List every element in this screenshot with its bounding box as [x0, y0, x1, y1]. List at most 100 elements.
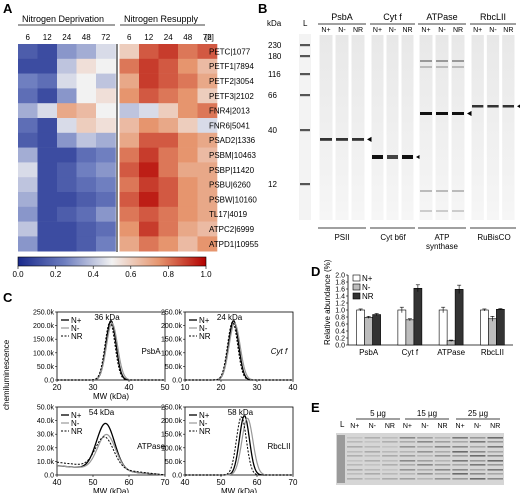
gel-lane: [435, 35, 449, 220]
group-label-deprivation: Nitrogen Deprivation: [22, 14, 104, 24]
x-tick-label: 30: [253, 383, 262, 392]
gel-band: [434, 473, 451, 475]
plot-frame: [184, 311, 294, 381]
bar-y-tick-label: 0.8: [335, 315, 345, 322]
heatmap-cell: [139, 103, 159, 119]
legend-label: N+: [71, 316, 82, 325]
protein-label: PsbA: [141, 347, 161, 356]
gel-image: [336, 433, 504, 485]
heatmap-cell: [158, 192, 179, 208]
heatmap-cell: [178, 192, 198, 208]
gel-lane: [351, 35, 365, 220]
time-unit-label: [h]: [205, 33, 214, 42]
x-tick-label: 70: [289, 478, 298, 487]
heatmap-cell: [139, 58, 159, 74]
gel-band: [469, 437, 486, 439]
bar-category-label: ATPase: [437, 348, 465, 357]
lane-label: NR: [385, 423, 395, 430]
gel-band: [417, 473, 433, 475]
gel-band: [320, 138, 332, 141]
y-tick-label: 250.0k: [33, 310, 55, 317]
gel-band: [382, 437, 398, 439]
electropherogram-curve: [56, 436, 166, 476]
heatmap-cell: [158, 103, 179, 119]
bar: [454, 289, 464, 346]
x-tick-label: 50: [161, 383, 170, 392]
gene-label: FNR4|2013: [209, 107, 250, 116]
heatmap-cell: [18, 192, 38, 208]
heatmap-cell: [178, 103, 198, 119]
peak-title: 54 kDa: [89, 408, 115, 417]
gel-band: [469, 446, 486, 448]
y-tick-label: 150.0k: [161, 337, 183, 344]
gel-band: [417, 437, 433, 439]
electropherogram-plot: 0.0 50.0k 100.0k 150.0k 200.0k 250.0k 20 30 40 50…: [33, 310, 170, 402]
legend-label: N-: [199, 419, 208, 428]
gel-band: [452, 441, 468, 443]
lane-label: N-: [474, 423, 482, 430]
gel-lane: [371, 35, 384, 220]
heatmap-cell: [119, 177, 140, 193]
heatmap-cell: [57, 221, 77, 237]
lane-label: NR: [453, 27, 463, 34]
heatmap-cell: [37, 88, 58, 104]
gel-band: [364, 441, 381, 443]
colorbar: [17, 256, 207, 267]
gel-band: [364, 478, 381, 480]
y-tick-label: 30.0k: [37, 432, 55, 439]
heatmap-cell: [76, 118, 97, 134]
load-amount-label: 5 µg: [370, 409, 386, 418]
y-tick-label: 200.0k: [33, 323, 55, 330]
gel-band: [364, 455, 381, 457]
bar-y-tick-label: 0.4: [335, 329, 345, 336]
y-tick-label: 50.0k: [37, 405, 55, 412]
ladder-band: [300, 73, 310, 76]
heatmap-cell: [139, 206, 159, 222]
heatmap-cell: [96, 118, 116, 134]
heatmap-cell: [96, 147, 116, 163]
gel-band: [364, 437, 381, 439]
heatmap-cell: [178, 73, 198, 89]
gene-label: PETC|1077: [209, 47, 251, 56]
heatmap-cell: [18, 132, 38, 148]
heatmap-cell: [18, 147, 38, 163]
legend-label: N+: [71, 411, 82, 420]
gel-band: [364, 446, 381, 448]
heatmap-cell: [119, 192, 140, 208]
heatmap-panel: Nitrogen Deprivation Nitrogen Resupply […: [12, 14, 259, 279]
heatmap-cell: [76, 147, 97, 163]
gel-band: [382, 451, 398, 453]
lane-label: N-: [421, 423, 429, 430]
heatmap-cell: [96, 73, 116, 89]
heatmap-cell: [37, 147, 58, 163]
lane-label: N-: [369, 423, 377, 430]
ladder-band: [300, 94, 310, 97]
heatmap-cell: [158, 44, 179, 60]
gel-band: [452, 60, 464, 62]
heatmap-cell: [96, 162, 116, 178]
x-tick-label: 70: [161, 478, 170, 487]
heatmap-cell: [37, 192, 58, 208]
x-tick-label: 40: [125, 383, 134, 392]
marker-label: 12: [268, 180, 277, 189]
time-label: 24: [164, 33, 173, 42]
heatmap-cell: [76, 221, 97, 237]
y-tick-label: 200.0k: [161, 418, 183, 425]
gel-band: [417, 441, 433, 443]
heatmap-cell: [158, 206, 179, 222]
ladder-label: L: [340, 420, 345, 429]
heatmap-cell: [18, 103, 38, 119]
bar-category-label: PsbA: [359, 348, 379, 357]
heatmap-cell: [96, 192, 116, 208]
x-tick-label: 60: [253, 478, 262, 487]
lane-label: N-: [338, 27, 346, 34]
heatmap-cell: [37, 132, 58, 148]
y-tick-label: 0.0: [44, 378, 54, 385]
heatmap-cell: [197, 58, 218, 74]
heatmap-cell: [197, 236, 218, 252]
gel-band: [382, 478, 398, 480]
lane-label: NR: [353, 27, 363, 34]
heatmap-cell: [158, 58, 179, 74]
